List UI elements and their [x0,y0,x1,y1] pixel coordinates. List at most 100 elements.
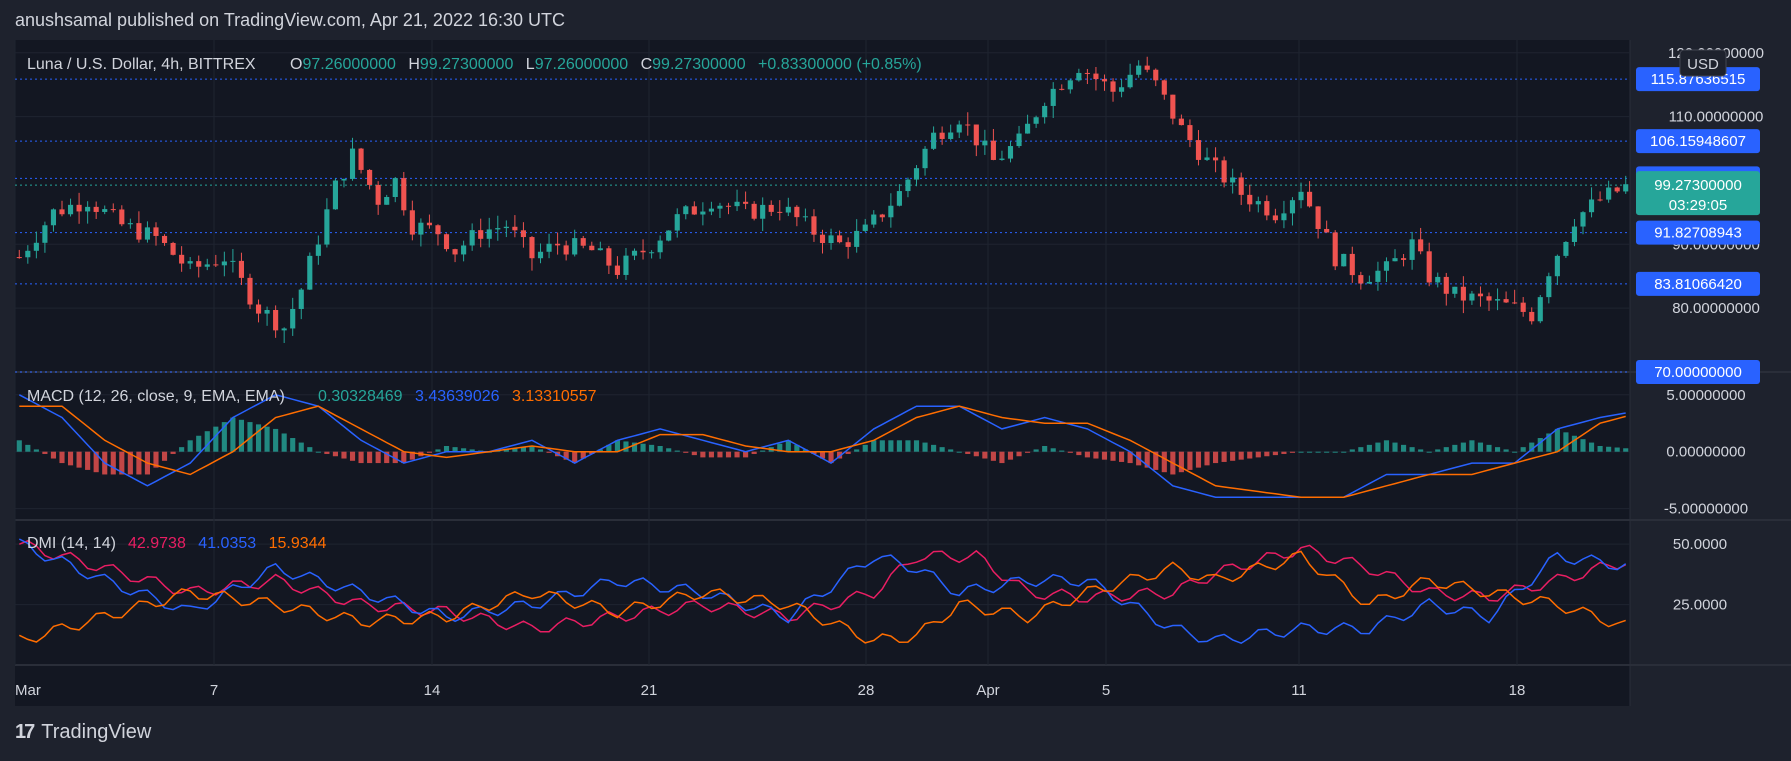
macd-histogram-bar [905,440,911,452]
candle-body [93,206,99,212]
macd-histogram-bar [537,449,544,452]
macd-histogram-bar [1161,451,1167,473]
macd-histogram-bar [845,451,851,454]
candle-body [161,235,168,243]
macd-histogram-bar [452,447,458,452]
candle-body [1307,191,1313,207]
candle-body [187,261,193,264]
level-label: 91.82708943 [1654,225,1742,242]
candle-body [1289,200,1296,214]
candle-body [1247,194,1253,205]
candle-body [196,261,202,267]
candle-body [290,308,296,329]
svg-text:O97.26000000 H99.27300000: O97.26000000 H99.27300000 L97.26000000 C… [290,56,922,73]
macd-histogram-bar [1477,442,1484,452]
candle-body [1272,215,1278,221]
dmi-tick-label: 50.0000 [1673,536,1727,553]
macd-histogram-bar [161,451,168,461]
candle-body [204,264,210,267]
candle-body [862,224,868,231]
macd-histogram-bar [153,451,159,468]
macd-histogram-bar [1247,451,1253,459]
macd-histogram-bar [1469,440,1475,452]
candle-body [50,209,57,226]
macd-histogram-bar [264,426,270,452]
macd-histogram-bar [1606,446,1612,452]
macd-histogram-bar [1093,451,1099,459]
macd-histogram-bar [59,451,65,464]
macd-histogram-bar [751,451,757,454]
svg-text:0.30328469 3.43639026: 0.30328469 3.43639026 3.13310557 [318,388,597,405]
macd-histogram-bar [1366,444,1372,452]
axes: Mar7142128Apr51118120.00000000110.000000… [15,45,1764,699]
macd-histogram-bar [1537,438,1543,452]
level-badge [1636,271,1760,296]
candle-body [1187,125,1193,141]
candle-body [1255,201,1261,205]
candle-body [768,204,774,212]
legend-h-value: 99.27300000 [420,56,514,73]
candle-body [59,209,65,215]
candle-body [700,211,706,215]
candle-body [25,250,31,258]
candle-body [905,179,911,192]
macd-histogram-bar [734,451,740,458]
candle-body [1469,293,1475,301]
currency-badge[interactable] [1679,49,1727,77]
macd-histogram-bar [290,438,296,452]
macd-histogram-bar [1315,451,1321,453]
candle-body [503,226,509,229]
time-tick-label: 28 [858,682,875,699]
candle-body [1435,276,1441,283]
candle-body [922,148,928,169]
candle-body [1264,201,1270,216]
macd-histogram-bar [623,441,629,452]
macd-histogram-bar [1298,451,1304,453]
legend-h-label: H [408,56,420,73]
macd-histogram-bar [1349,449,1355,452]
candle-body [614,265,620,275]
macd-histogram-bar [341,451,347,459]
candle-body [708,208,714,212]
candle-body [358,148,364,170]
macd-histogram-bar [332,451,338,457]
candle-body [341,178,347,181]
macd-histogram-bar [503,449,509,452]
candle-body [443,234,450,250]
candle-body [973,124,979,146]
candle-body [1119,87,1125,92]
candle-body [888,205,894,218]
candle-body [1332,232,1338,267]
candle-body [230,260,236,262]
candle-body [67,204,74,215]
macd-histogram-bar [119,451,125,475]
macd-histogram-bar [1033,449,1039,452]
macd-histogram-bar [1512,451,1518,453]
candle-body [1400,258,1407,260]
candle-body [76,204,82,212]
candle-body [725,205,732,207]
tradingview-logo[interactable]: 17 TradingView [15,721,151,744]
candle-body [743,201,749,204]
candle-body [1349,253,1355,276]
candle-body [717,205,723,209]
level-badge [1636,220,1760,245]
macd-histogram-bar [674,450,680,452]
candle-body [478,230,484,239]
macd-histogram-bar [956,451,962,453]
legend-l-label: L [526,56,535,73]
macd-histogram-bar [230,417,236,452]
candle-body [392,178,398,197]
candle-body [221,261,227,266]
legend-c-value: 99.27300000 [652,56,746,73]
candle-body [255,304,262,314]
candle-body [1213,157,1219,161]
candle-body [461,245,467,255]
candle-body [999,158,1005,160]
candle-body [1076,72,1082,81]
candle-body [1144,65,1150,70]
candle-body [16,257,22,259]
macd-tick-label: 0.00000000 [1666,444,1745,461]
candle-body [110,209,116,211]
